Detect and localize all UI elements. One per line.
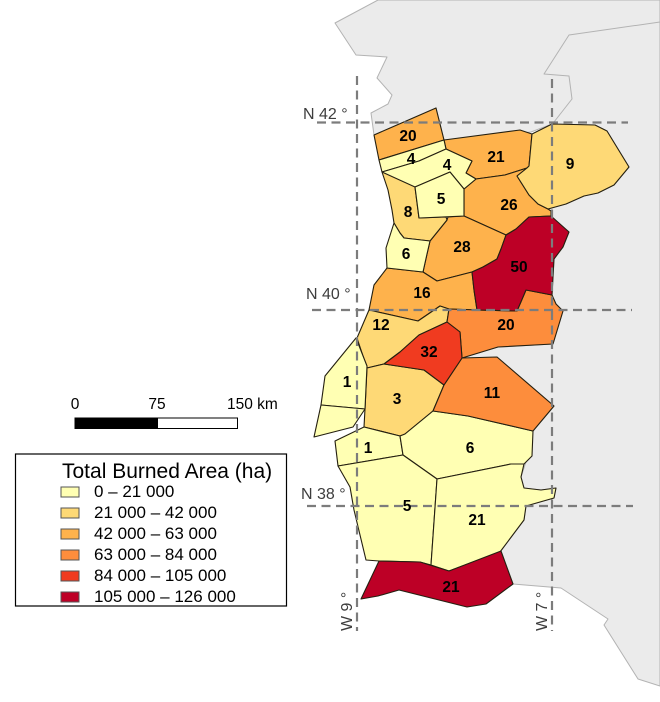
svg-text:5: 5 <box>437 191 446 208</box>
svg-text:8: 8 <box>404 204 413 221</box>
svg-text:6: 6 <box>466 440 475 457</box>
svg-text:Total Burned Area (ha): Total Burned Area (ha) <box>62 460 272 483</box>
svg-text:26: 26 <box>500 197 518 214</box>
svg-text:0 – 21 000: 0 – 21 000 <box>94 482 174 501</box>
svg-text:21: 21 <box>468 512 486 529</box>
svg-text:150 km: 150 km <box>227 396 278 413</box>
svg-text:1: 1 <box>364 440 373 457</box>
svg-text:0: 0 <box>71 396 80 413</box>
svg-text:84 000 – 105 000: 84 000 – 105 000 <box>94 566 226 585</box>
svg-text:1: 1 <box>343 374 352 391</box>
svg-text:16: 16 <box>413 285 431 302</box>
svg-text:5: 5 <box>403 498 412 515</box>
svg-text:W 7 °: W 7 ° <box>534 592 551 631</box>
svg-text:21: 21 <box>442 579 460 596</box>
svg-text:W 9 °: W 9 ° <box>339 592 356 631</box>
svg-text:21: 21 <box>487 149 505 166</box>
svg-text:28: 28 <box>453 239 471 256</box>
svg-text:50: 50 <box>510 259 527 276</box>
svg-text:N 40 °: N 40 ° <box>306 286 351 303</box>
svg-text:9: 9 <box>566 156 575 173</box>
svg-text:4: 4 <box>407 151 416 168</box>
svg-text:3: 3 <box>393 391 402 408</box>
svg-text:20: 20 <box>497 317 514 334</box>
svg-text:105 000 – 126 000: 105 000 – 126 000 <box>94 587 236 606</box>
svg-text:N 38 °: N 38 ° <box>301 486 346 503</box>
svg-text:4: 4 <box>443 157 452 174</box>
svg-text:12: 12 <box>372 317 389 334</box>
svg-text:N 42 °: N 42 ° <box>303 106 348 123</box>
svg-text:21 000 – 42 000: 21 000 – 42 000 <box>94 503 217 522</box>
svg-text:42 000 – 63 000: 42 000 – 63 000 <box>94 524 217 543</box>
svg-text:75: 75 <box>148 396 165 413</box>
svg-text:6: 6 <box>402 246 411 263</box>
svg-text:32: 32 <box>420 344 437 361</box>
svg-text:11: 11 <box>484 385 501 402</box>
svg-text:63 000 – 84 000: 63 000 – 84 000 <box>94 545 217 564</box>
svg-text:20: 20 <box>399 128 416 145</box>
